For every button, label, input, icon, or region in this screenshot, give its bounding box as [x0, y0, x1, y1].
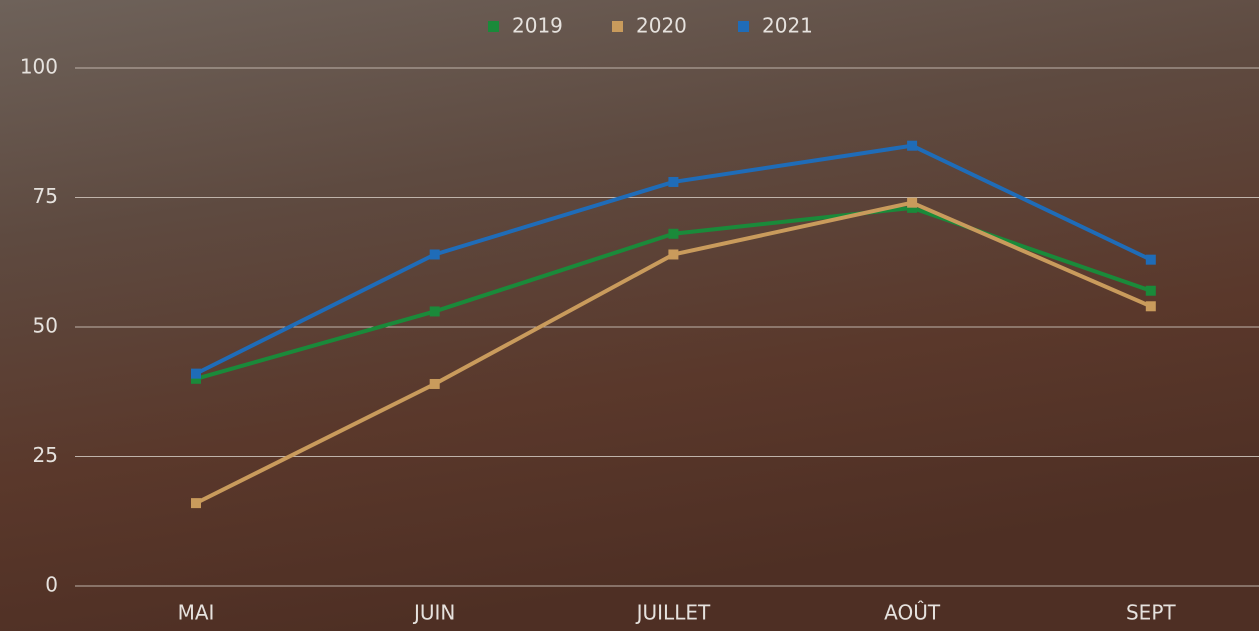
y-tick-label: 100	[20, 55, 58, 79]
data-point	[1145, 254, 1156, 265]
data-point	[668, 176, 679, 187]
data-point	[907, 197, 918, 208]
data-point	[191, 498, 201, 509]
legend-label: 2019	[512, 14, 563, 38]
legend-swatch	[488, 21, 499, 32]
legend-swatch	[738, 21, 749, 32]
data-point	[1145, 285, 1156, 296]
data-point	[191, 373, 201, 384]
data-point	[668, 249, 679, 260]
x-tick-label: AOÛT	[884, 601, 941, 625]
x-tick-label: MAI	[178, 601, 215, 625]
y-tick-label: 50	[33, 314, 58, 338]
x-tick-label: JUILLET	[635, 601, 711, 625]
data-point	[1145, 301, 1156, 312]
legend-label: 2020	[636, 14, 687, 38]
data-point	[429, 378, 440, 389]
y-tick-label: 75	[33, 184, 58, 208]
legend-label: 2021	[762, 14, 813, 38]
data-point	[907, 202, 918, 213]
x-tick-label: SEPT	[1126, 601, 1176, 625]
y-tick-label: 0	[45, 573, 58, 597]
data-point	[907, 140, 918, 151]
x-tick-label: JUIN	[412, 601, 455, 625]
data-point	[429, 249, 440, 260]
data-point	[191, 368, 201, 379]
y-tick-label: 25	[33, 443, 58, 467]
data-point	[429, 306, 440, 317]
legend-swatch	[612, 21, 623, 32]
data-point	[668, 228, 679, 239]
